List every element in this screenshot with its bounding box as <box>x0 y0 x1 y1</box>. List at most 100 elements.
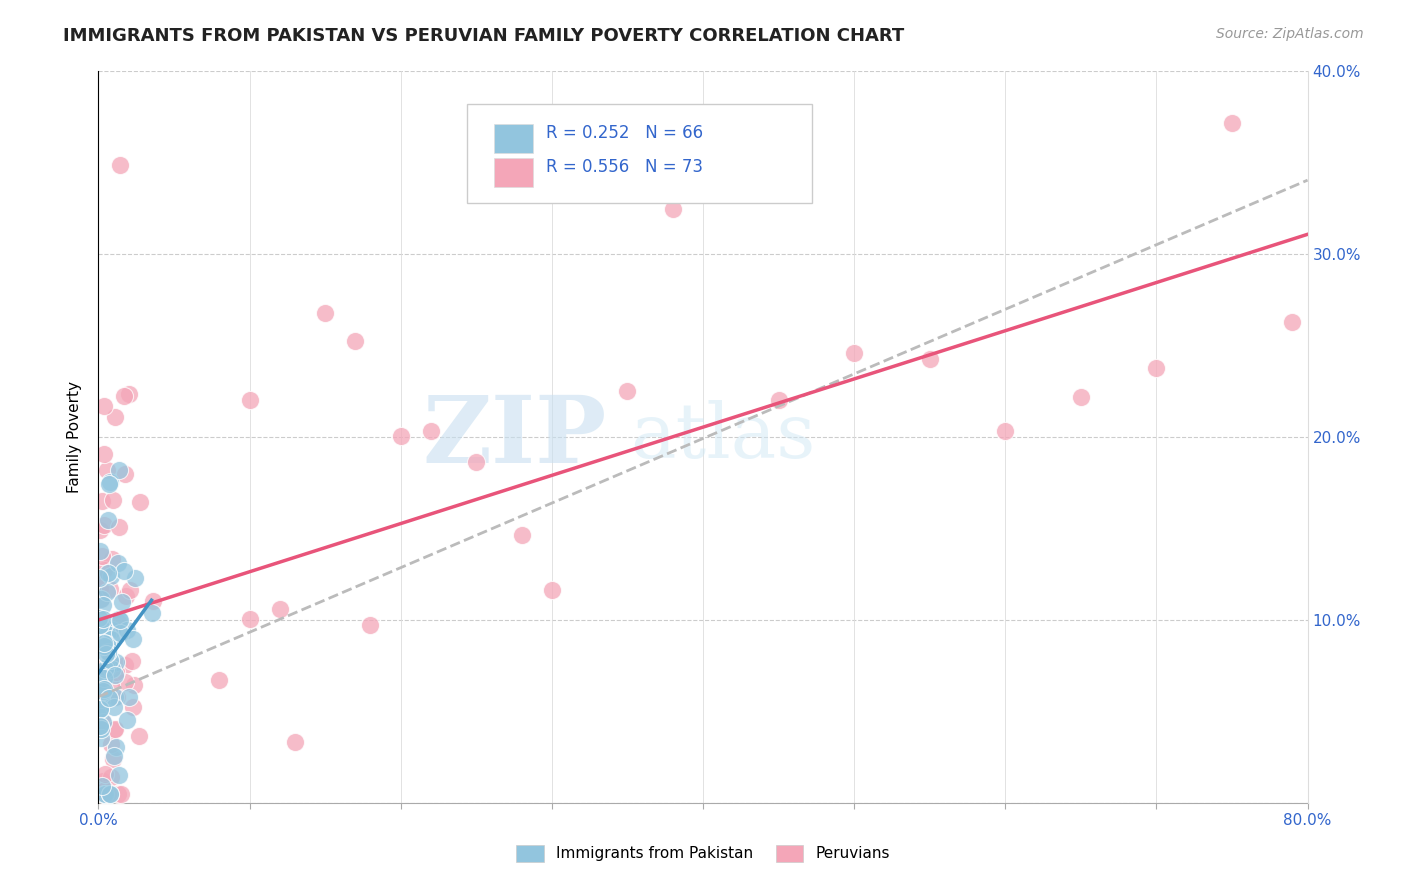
Point <box>91 715 114 730</box>
Text: Source: ZipAtlas.com: Source: ZipAtlas.com <box>1216 27 1364 41</box>
Point <box>108 463 131 477</box>
Point <box>100 678 122 692</box>
Point <box>124 571 146 585</box>
Point <box>768 392 790 407</box>
Point <box>94 647 117 661</box>
Point <box>89 581 111 595</box>
Legend: Immigrants from Pakistan, Peruvians: Immigrants from Pakistan, Peruvians <box>510 838 896 868</box>
Point <box>98 656 121 670</box>
Point <box>93 671 115 685</box>
Point <box>93 774 115 789</box>
Point <box>98 787 121 801</box>
Point <box>114 675 136 690</box>
Point <box>96 787 118 801</box>
Point <box>994 424 1017 438</box>
Point <box>98 475 121 490</box>
Text: ZIP: ZIP <box>422 392 606 482</box>
Point <box>100 568 122 582</box>
Point <box>89 618 111 632</box>
Point <box>110 787 132 801</box>
Point <box>661 202 683 216</box>
Point <box>111 595 134 609</box>
Point <box>97 566 120 581</box>
Point <box>103 752 125 766</box>
Point <box>208 673 231 688</box>
Point <box>96 637 118 651</box>
Point <box>91 598 114 612</box>
Point <box>105 655 128 669</box>
Point <box>107 612 129 626</box>
Point <box>117 690 139 705</box>
Point <box>105 665 128 680</box>
Point <box>97 513 120 527</box>
Point <box>96 463 118 477</box>
Point <box>344 334 367 348</box>
Point <box>918 352 941 367</box>
Point <box>284 735 307 749</box>
Point <box>128 729 150 743</box>
Point <box>360 618 382 632</box>
Point <box>510 528 533 542</box>
Point <box>121 654 143 668</box>
Point <box>93 563 115 577</box>
Point <box>89 719 111 733</box>
Point <box>114 467 136 481</box>
Point <box>91 612 114 626</box>
Point <box>108 520 131 534</box>
Point <box>141 606 163 620</box>
Point <box>91 714 114 728</box>
Point <box>89 610 111 624</box>
Point <box>93 517 115 532</box>
Point <box>118 386 141 401</box>
Y-axis label: Family Poverty: Family Poverty <box>67 381 83 493</box>
Point <box>114 657 136 672</box>
Point <box>93 787 115 801</box>
Point <box>108 158 131 172</box>
Point <box>98 691 121 706</box>
Point <box>420 425 443 439</box>
Point <box>114 564 136 578</box>
Point <box>100 551 122 566</box>
Point <box>103 699 125 714</box>
Point <box>89 571 111 585</box>
Point <box>98 787 121 801</box>
Point <box>90 549 112 564</box>
Point <box>91 619 114 633</box>
Point <box>108 625 131 640</box>
Point <box>98 653 121 667</box>
Text: IMMIGRANTS FROM PAKISTAN VS PERUVIAN FAMILY POVERTY CORRELATION CHART: IMMIGRANTS FROM PAKISTAN VS PERUVIAN FAM… <box>63 27 904 45</box>
Point <box>128 495 150 509</box>
Point <box>107 787 129 801</box>
Point <box>96 584 118 599</box>
Point <box>112 389 135 403</box>
Point <box>90 591 112 606</box>
Point <box>107 615 129 629</box>
Point <box>103 723 125 737</box>
Point <box>104 722 127 736</box>
Point <box>1144 361 1167 376</box>
Point <box>100 770 122 784</box>
Point <box>98 582 121 596</box>
Point <box>269 602 291 616</box>
Point <box>94 766 117 780</box>
Point <box>108 613 131 627</box>
Point <box>89 702 111 716</box>
Point <box>103 492 125 507</box>
Point <box>91 683 114 698</box>
Point <box>844 346 866 360</box>
Point <box>389 428 412 442</box>
Point <box>93 399 115 413</box>
FancyBboxPatch shape <box>494 158 533 187</box>
Point <box>90 592 112 607</box>
Point <box>100 738 122 752</box>
Point <box>108 768 131 782</box>
Point <box>90 779 112 793</box>
Point <box>120 582 142 597</box>
Point <box>89 523 111 537</box>
Point <box>101 623 124 637</box>
Point <box>616 384 638 399</box>
Point <box>91 493 114 508</box>
Point <box>90 731 112 745</box>
Point <box>93 639 115 653</box>
Point <box>94 782 117 797</box>
